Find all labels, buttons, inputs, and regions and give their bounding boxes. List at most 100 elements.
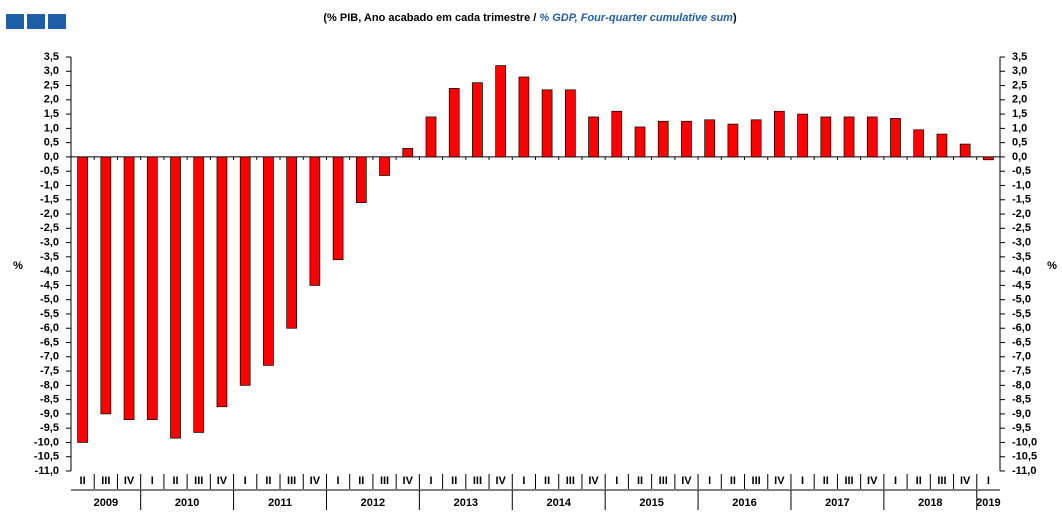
bar — [890, 118, 901, 158]
x-tick-label: II — [358, 475, 364, 487]
x-tick-label: II — [823, 475, 829, 487]
y2-tick-label: -8,5 — [1012, 394, 1031, 406]
year-label: 2019 — [976, 497, 1000, 509]
bar — [216, 156, 228, 408]
y-tick-label: -10,5 — [34, 451, 59, 463]
bar — [309, 156, 321, 286]
bar — [286, 156, 297, 329]
bar — [797, 113, 808, 158]
x-tick-label: II — [451, 475, 457, 487]
y2-tick-label: -6,0 — [1012, 322, 1031, 334]
bar — [704, 119, 716, 158]
x-tick-label: I — [429, 475, 432, 487]
bar — [681, 120, 692, 158]
y-tick-label: -9,0 — [40, 408, 59, 420]
year-label: 2017 — [825, 497, 849, 509]
logo — [48, 14, 66, 29]
y-tick-label: -6,0 — [40, 322, 59, 334]
y-axis-label: % — [13, 260, 23, 272]
y-tick-label: -1,5 — [40, 194, 59, 206]
y-tick-label: 2,5 — [44, 79, 59, 91]
year-label: 2013 — [454, 497, 478, 509]
bar — [472, 82, 483, 158]
x-tick-label: IV — [681, 475, 692, 487]
x-tick-label: III — [473, 475, 482, 487]
bar — [379, 156, 390, 176]
bar — [541, 89, 553, 158]
x-tick-label: II — [916, 475, 922, 487]
y-tick-label: 2,0 — [44, 94, 59, 106]
y2-tick-label: -1,5 — [1012, 194, 1031, 206]
y-tick-label: -9,5 — [40, 422, 59, 434]
y2-tick-label: 0,5 — [1012, 137, 1027, 149]
y2-tick-label: -9,5 — [1012, 422, 1031, 434]
y2-tick-label: 2,0 — [1012, 94, 1027, 106]
x-tick-label: III — [194, 475, 203, 487]
y2-tick-label: 3,5 — [1012, 51, 1027, 63]
y2-tick-label: 3,0 — [1012, 65, 1027, 77]
bar — [448, 88, 460, 158]
bar — [588, 116, 599, 158]
y-tick-label: -5,5 — [40, 308, 59, 320]
y-tick-label: -7,0 — [40, 351, 59, 363]
bar — [750, 119, 762, 158]
y2-tick-label: -2,0 — [1012, 208, 1031, 220]
bar — [518, 76, 530, 158]
x-tick-label: IV — [960, 475, 971, 487]
x-tick-label: III — [659, 475, 668, 487]
x-tick-label: I — [894, 475, 897, 487]
x-tick-label: IV — [588, 475, 599, 487]
y-tick-label: -8,0 — [40, 379, 59, 391]
chart-subtitle: (% PIB, Ano acabado em cada trimestre / … — [323, 12, 737, 24]
y-tick-label: -3,5 — [40, 251, 59, 263]
y-tick-label: -2,5 — [40, 222, 59, 234]
x-tick-label: I — [151, 475, 154, 487]
y-tick-label: -10,0 — [34, 436, 59, 448]
x-tick-label: I — [615, 475, 618, 487]
bar — [866, 116, 878, 158]
y-tick-label: -4,0 — [40, 265, 59, 277]
y-tick-label: 1,5 — [44, 108, 59, 120]
y2-tick-label: -4,5 — [1012, 279, 1031, 291]
x-tick-label: III — [101, 475, 110, 487]
year-label: 2010 — [175, 497, 199, 509]
x-tick-label: III — [937, 475, 946, 487]
year-label: 2009 — [94, 497, 118, 509]
bar — [959, 143, 971, 158]
logo — [6, 14, 24, 29]
y2-tick-label: -7,5 — [1012, 365, 1031, 377]
y-tick-label: -4,5 — [40, 279, 59, 291]
y-tick-label: -5,0 — [40, 294, 59, 306]
year-label: 2014 — [546, 497, 571, 509]
y-tick-label: -11,0 — [35, 465, 59, 477]
x-tick-label: II — [730, 475, 736, 487]
y2-tick-label: 2,5 — [1012, 79, 1027, 91]
bar — [843, 116, 855, 158]
y2-tick-label: -6,5 — [1012, 336, 1031, 348]
y-tick-label: -1,0 — [40, 179, 59, 191]
y2-tick-label: -0,5 — [1012, 165, 1031, 177]
x-tick-label: I — [244, 475, 247, 487]
y-tick-label: -3,0 — [40, 236, 59, 248]
y2-tick-label: -3,0 — [1012, 236, 1031, 248]
y-tick-label: -0,5 — [40, 165, 59, 177]
x-tick-label: IV — [867, 475, 878, 487]
bar — [123, 156, 135, 420]
bar — [774, 110, 785, 158]
bar — [820, 116, 832, 158]
bar — [355, 156, 367, 203]
y2-tick-label: -7,0 — [1012, 351, 1031, 363]
y2-tick-label: -5,5 — [1012, 308, 1031, 320]
x-tick-label: IV — [495, 475, 506, 487]
y-tick-label: 0,0 — [44, 151, 59, 163]
bar — [564, 89, 576, 158]
y-tick-label: -6,5 — [40, 336, 59, 348]
bar — [936, 133, 948, 158]
y2-tick-label: -9,0 — [1012, 408, 1031, 420]
y-tick-label: 1,0 — [44, 122, 59, 134]
year-label: 2016 — [732, 497, 756, 509]
bar — [983, 156, 994, 161]
logo — [27, 14, 45, 29]
bar — [425, 116, 437, 158]
